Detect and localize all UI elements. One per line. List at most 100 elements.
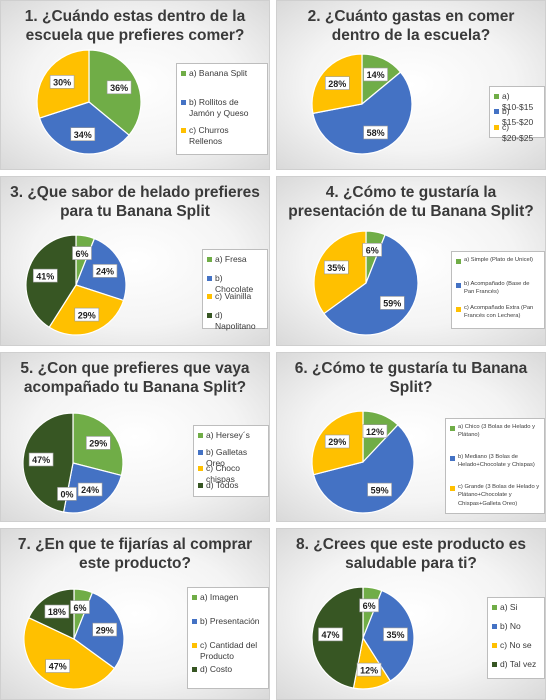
slice-percent-label: 24%	[77, 482, 103, 497]
chart-legend: a) Si b) No c) No se d) Tal vez	[487, 597, 545, 679]
svg-text:59%: 59%	[383, 299, 401, 309]
legend-swatch	[494, 124, 499, 130]
legend-label: d) Napolitano	[215, 309, 256, 331]
legend-item: b) No	[492, 621, 540, 640]
chart-legend: a) Fresa b) Chocolate c) Vainilla d) Napoli…	[202, 249, 268, 331]
pie-slice	[323, 233, 419, 336]
slice-percent-label: 59%	[380, 296, 405, 310]
svg-text:6%: 6%	[366, 246, 379, 256]
legend-item: d) Napolitano	[207, 309, 263, 331]
legend-item: d) Costo	[192, 664, 264, 688]
legend-label: c) Grande (3 Bolas de Helado y Plátano+C…	[458, 484, 540, 507]
legend-swatch	[450, 456, 455, 461]
slice-percent-label: 24%	[92, 264, 118, 278]
slice-percent-label: 18%	[44, 604, 70, 619]
legend-swatch	[192, 643, 197, 648]
legend-item: c) No se	[492, 640, 540, 659]
slice-percent-label: 29%	[324, 434, 350, 449]
legend-swatch	[207, 257, 212, 262]
legend-item: c) $20-$25	[494, 122, 540, 143]
legend-label: b) Mediano (3 Bolas de Helado+Chocolate …	[458, 454, 535, 469]
legend-swatch	[456, 283, 461, 288]
slice-percent-label: 29%	[74, 307, 100, 322]
pie-chart: 36% 34% 30%	[36, 49, 142, 155]
slice-percent-label: 35%	[383, 627, 408, 642]
chart-legend: a) Imagen b) Presentación c) Cantidad del …	[187, 587, 269, 689]
legend-item: c) Vainilla	[207, 291, 263, 310]
legend-swatch	[207, 294, 212, 299]
pie-chart: 14% 58% 28%	[311, 53, 413, 155]
legend-swatch	[198, 466, 203, 471]
svg-text:24%: 24%	[81, 485, 99, 495]
legend-item: a) $10-$15	[494, 91, 540, 112]
legend-label: a) Fresa	[215, 254, 247, 264]
legend-swatch	[492, 643, 497, 648]
pie-chart: 6% 24% 29% 41%	[25, 234, 127, 336]
legend-item: a) Imagen	[192, 592, 264, 616]
legend-item: a) Simple (Plato de Unicel)	[456, 256, 540, 280]
chart-legend: a) Banana Split b) Rollitos de Jamón y Qu…	[176, 63, 268, 155]
legend-item: d) Todos	[198, 480, 264, 497]
legend-item: b) Presentación	[192, 616, 264, 640]
pie-chart: 6% 35% 12% 47%	[311, 586, 415, 690]
slice-percent-label: 29%	[86, 436, 111, 450]
chart-title: 6. ¿Cómo te gustaría tu Banana Split?	[294, 360, 528, 396]
slice-percent-label: 12%	[362, 424, 388, 438]
svg-text:59%: 59%	[371, 485, 389, 495]
legend-item: a) Si	[492, 602, 540, 621]
legend-swatch	[181, 128, 186, 134]
slice-percent-label: 41%	[32, 268, 58, 283]
chart-panel-7: 7. ¿En que te fijarías al comprar este p…	[0, 528, 270, 700]
legend-item: c) Acompañado Extra (Pan Francés con Lec…	[456, 304, 540, 328]
pie-chart: 6% 29% 47% 18%	[23, 588, 125, 690]
svg-text:30%: 30%	[53, 78, 71, 88]
svg-text:0%: 0%	[60, 490, 73, 500]
legend-label: b) $15-$20	[502, 106, 534, 128]
legend-label: b) No	[500, 621, 521, 631]
legend-label: a) Imagen	[200, 592, 239, 602]
legend-label: c) Churros Rellenos	[189, 125, 229, 147]
svg-text:12%: 12%	[360, 665, 378, 675]
legend-swatch	[198, 449, 203, 455]
slice-percent-label: 6%	[362, 243, 382, 257]
slice-percent-label: 6%	[72, 246, 92, 260]
chart-legend: a) Hersey´s b) Galletas Oreo c) Choco chis…	[193, 425, 269, 497]
chart-title: 3. ¿Que sabor de helado prefieres para t…	[10, 184, 260, 220]
svg-text:29%: 29%	[328, 437, 346, 447]
svg-text:12%: 12%	[366, 427, 384, 437]
legend-swatch	[492, 662, 497, 667]
legend-swatch	[181, 71, 186, 76]
chart-title: 5. ¿Con que prefieres que vaya acompañad…	[20, 360, 250, 396]
legend-swatch	[450, 486, 455, 491]
svg-text:29%: 29%	[96, 625, 114, 635]
legend-swatch	[181, 99, 186, 105]
chart-panel-6: 6. ¿Cómo te gustaría tu Banana Split? 12%…	[276, 352, 546, 522]
legend-label: c) Acompañado Extra (Pan Francés con Lec…	[464, 305, 534, 320]
chart-panel-2: 2. ¿Cuánto gastas en comer dentro de la …	[276, 0, 546, 170]
legend-item: b) Mediano (3 Bolas de Helado+Chocolate …	[450, 453, 540, 483]
chart-legend: a) Simple (Plato de Unicel) b) Acompañado…	[451, 251, 545, 329]
svg-text:47%: 47%	[321, 630, 339, 640]
legend-swatch	[198, 433, 203, 438]
legend-swatch	[494, 109, 499, 115]
chart-panel-8: 8. ¿Crees que este producto es saludable…	[276, 528, 546, 700]
svg-text:41%: 41%	[36, 271, 54, 281]
svg-text:35%: 35%	[327, 263, 345, 273]
slice-percent-label: 12%	[356, 662, 382, 677]
legend-item: d) Tal vez	[492, 659, 540, 678]
legend-label: d) Tal vez	[500, 659, 537, 669]
slice-percent-label: 35%	[323, 260, 349, 275]
slice-percent-label: 47%	[28, 452, 54, 467]
svg-text:29%: 29%	[89, 439, 107, 449]
legend-label: a) Hersey´s	[206, 430, 250, 440]
slice-percent-label: 14%	[363, 67, 388, 82]
svg-text:29%: 29%	[78, 310, 96, 320]
chart-panel-1: 1. ¿Cuándo estas dentro de la escuela qu…	[0, 0, 270, 170]
legend-item: c) Choco chispas	[198, 463, 264, 484]
slice-percent-label: 47%	[318, 627, 343, 642]
legend-item: a) Banana Split	[181, 68, 263, 97]
svg-text:28%: 28%	[328, 79, 346, 89]
chart-legend: a) Chico (3 Bolas de Helado y Plátano) b)…	[445, 418, 545, 514]
pie-chart: 6% 59% 35%	[313, 230, 419, 336]
